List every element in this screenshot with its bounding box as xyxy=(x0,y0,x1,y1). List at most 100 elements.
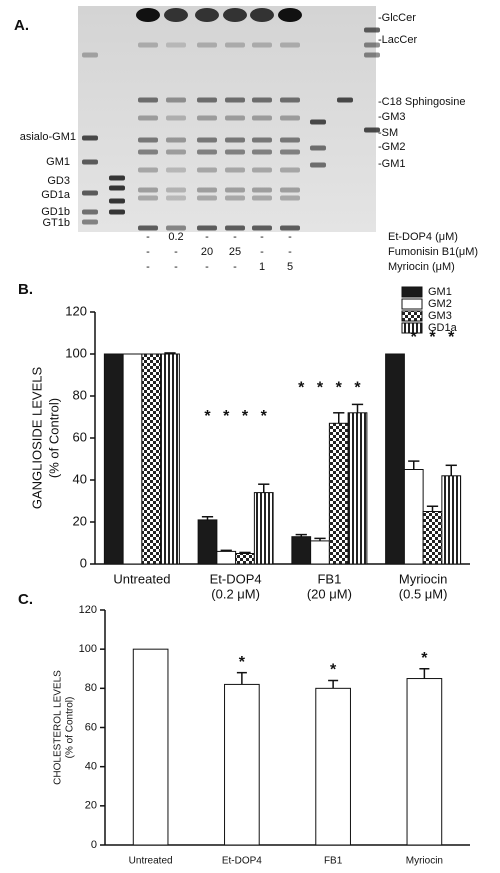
legend-swatch xyxy=(401,310,423,322)
band xyxy=(197,167,217,173)
panel-label: A. xyxy=(14,17,29,34)
band xyxy=(138,187,158,193)
y-tick-label: 100 xyxy=(79,643,97,655)
legend-label: GD1a xyxy=(428,322,458,334)
band xyxy=(197,149,217,155)
x-tick-label: Myriocin xyxy=(399,571,447,586)
significance-star: * xyxy=(421,650,428,667)
band xyxy=(82,135,98,141)
band-label: -GM1 xyxy=(378,158,406,170)
x-tick-label: Untreated xyxy=(129,856,173,867)
bar xyxy=(122,353,143,565)
y-axis-label: GANGLIOSIDE LEVELS xyxy=(29,367,44,510)
band xyxy=(252,225,272,231)
band-label: -LacCer xyxy=(378,34,417,46)
legend-swatch xyxy=(401,298,423,310)
band xyxy=(166,167,186,173)
significance-star: * xyxy=(429,329,436,346)
y-axis-label: (% of Control) xyxy=(65,697,76,759)
band xyxy=(109,198,125,204)
band xyxy=(310,119,326,125)
band xyxy=(252,137,272,143)
band xyxy=(82,159,98,165)
band xyxy=(280,167,300,173)
band xyxy=(364,127,380,133)
band xyxy=(225,42,245,48)
legend-label: GM1 xyxy=(428,286,452,298)
band xyxy=(166,195,186,201)
band xyxy=(138,167,158,173)
treatment-dose: 1 xyxy=(259,261,265,273)
x-tick-label: (0.2 μM) xyxy=(211,586,260,601)
x-tick-label: Et-DOP4 xyxy=(222,856,262,867)
band xyxy=(337,97,353,103)
significance-star: * xyxy=(239,654,246,671)
band xyxy=(278,8,302,22)
band xyxy=(82,209,98,215)
band xyxy=(225,187,245,193)
band-label: -GlcCer xyxy=(378,12,416,24)
band xyxy=(280,137,300,143)
band xyxy=(280,195,300,201)
bar xyxy=(385,353,405,565)
band xyxy=(82,52,98,58)
bar xyxy=(422,511,443,565)
bar xyxy=(141,353,162,565)
x-tick-label: Untreated xyxy=(113,571,170,586)
bar xyxy=(132,648,169,846)
band xyxy=(225,167,245,173)
significance-star: * xyxy=(298,380,305,397)
band xyxy=(225,97,245,103)
band xyxy=(197,97,217,103)
y-tick-label: 40 xyxy=(85,761,97,773)
y-tick-label: 40 xyxy=(73,471,87,486)
treatment-dose: - xyxy=(233,231,237,243)
band xyxy=(82,190,98,196)
band-label: GD1a xyxy=(41,189,71,201)
treatment-dose: - xyxy=(288,246,292,258)
bar xyxy=(441,475,462,565)
band-label: GM1 xyxy=(46,156,70,168)
y-tick-label: 60 xyxy=(85,721,97,733)
x-tick-label: (20 μM) xyxy=(307,586,352,601)
bar xyxy=(291,536,312,565)
y-tick-label: 20 xyxy=(85,800,97,812)
bar xyxy=(347,412,368,565)
band xyxy=(225,149,245,155)
band-label: -SM xyxy=(378,127,398,139)
treatment-dose: 5 xyxy=(287,261,293,273)
error-bar xyxy=(408,460,420,470)
bar xyxy=(403,469,424,565)
treatment-dose: - xyxy=(205,231,209,243)
legend-label: GM2 xyxy=(428,298,452,310)
bar xyxy=(328,422,349,565)
treatment-name: Et-DOP4 (μM) xyxy=(388,231,458,243)
error-bar xyxy=(351,403,364,413)
band xyxy=(252,97,272,103)
band xyxy=(138,137,158,143)
error-bar xyxy=(239,551,251,554)
band xyxy=(225,137,245,143)
treatment-dose: - xyxy=(174,261,178,273)
band xyxy=(225,115,245,121)
x-tick-label: Myriocin xyxy=(406,856,443,867)
band xyxy=(225,195,245,201)
band xyxy=(364,42,380,48)
error-bar xyxy=(333,412,345,424)
significance-star: * xyxy=(223,408,230,425)
band-label: GT1b xyxy=(42,217,70,229)
error-bar xyxy=(295,533,307,537)
x-tick-label: (0.5 μM) xyxy=(399,586,448,601)
panel-label: B. xyxy=(18,281,33,298)
band xyxy=(195,8,219,22)
significance-star: * xyxy=(242,408,249,425)
treatment-dose: - xyxy=(288,231,292,243)
error-bar xyxy=(164,352,176,354)
y-tick-label: 120 xyxy=(79,604,97,616)
band xyxy=(197,195,217,201)
error-bar xyxy=(426,505,439,512)
band xyxy=(310,145,326,151)
band xyxy=(109,185,125,191)
panel-label: C. xyxy=(18,591,33,608)
bar xyxy=(224,683,260,846)
